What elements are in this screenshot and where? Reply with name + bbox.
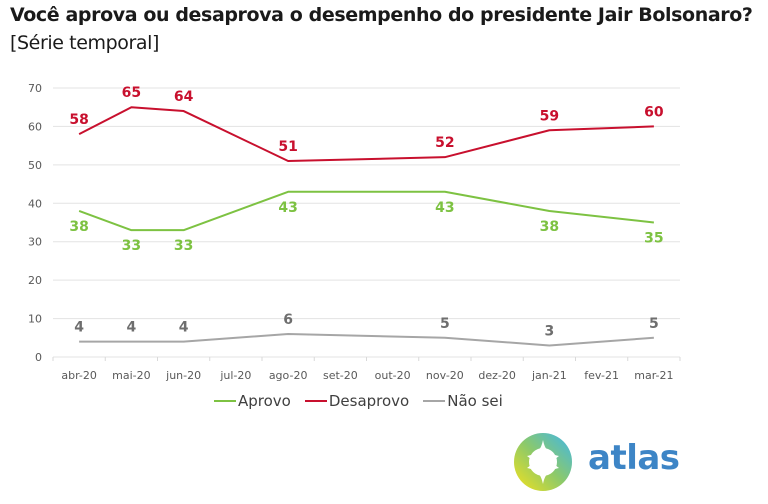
data-label: 60 bbox=[644, 104, 664, 120]
legend: Aprovo Desaprovo Não sei bbox=[214, 392, 503, 410]
x-tick-label: dez-20 bbox=[478, 369, 516, 382]
data-label: 43 bbox=[435, 200, 454, 216]
data-label: 3 bbox=[545, 323, 555, 339]
x-tick-label: abr-20 bbox=[61, 369, 97, 382]
y-tick-label: 30 bbox=[28, 236, 42, 249]
legend-line-icon bbox=[423, 400, 446, 402]
data-label: 43 bbox=[278, 200, 297, 216]
series-lines bbox=[78, 106, 654, 347]
data-label: 59 bbox=[540, 108, 559, 124]
data-label: 38 bbox=[69, 219, 88, 235]
data-label: 38 bbox=[540, 219, 559, 235]
data-label: 35 bbox=[644, 231, 663, 247]
y-tick-label: 50 bbox=[28, 159, 42, 172]
x-tick-label: fev-21 bbox=[584, 369, 619, 382]
data-label: 5 bbox=[440, 316, 450, 332]
x-tick-label: nov-20 bbox=[426, 369, 464, 382]
data-label: 4 bbox=[127, 320, 137, 336]
data-label: 4 bbox=[74, 320, 84, 336]
data-label: 33 bbox=[174, 238, 193, 254]
y-tick-label: 40 bbox=[28, 197, 42, 210]
chart-subtitle: [Série temporal] bbox=[10, 32, 160, 54]
y-tick-label: 70 bbox=[28, 82, 42, 95]
x-tick-label: jun-20 bbox=[165, 369, 201, 382]
legend-item: Não sei bbox=[423, 392, 503, 410]
legend-line-icon bbox=[304, 400, 327, 402]
data-label: 65 bbox=[122, 85, 141, 101]
x-tick-label: jul-20 bbox=[219, 369, 251, 382]
data-label: 5 bbox=[649, 316, 659, 332]
legend-label: Não sei bbox=[447, 392, 503, 410]
brand-name: atlas bbox=[588, 438, 680, 478]
legend-item: Desaprovo bbox=[304, 392, 410, 410]
series-line-não-sei bbox=[79, 332, 654, 347]
legend-item: Aprovo bbox=[214, 392, 291, 410]
x-tick-label: mar-21 bbox=[634, 369, 673, 382]
series-line-aprovo bbox=[78, 190, 654, 232]
x-axis: abr-20 mai-20 jun-20 jul-20 ago-20 set-20 out-… bbox=[52, 357, 681, 382]
compass-logo-icon bbox=[514, 433, 572, 491]
x-tick-label: mai-20 bbox=[112, 369, 150, 382]
data-label: 6 bbox=[283, 312, 293, 328]
chart-title: Você aprova ou desaprova o desempenho do… bbox=[10, 4, 753, 26]
legend-label: Aprovo bbox=[238, 392, 291, 410]
data-label: 58 bbox=[69, 112, 88, 128]
data-label: 33 bbox=[122, 238, 141, 254]
legend-line-icon bbox=[214, 400, 236, 402]
x-tick-label: out-20 bbox=[375, 369, 411, 382]
x-tick-label: jan-21 bbox=[531, 369, 567, 382]
series-line-desaprovo bbox=[78, 106, 654, 163]
y-tick-label: 10 bbox=[28, 313, 42, 326]
legend-label: Desaprovo bbox=[328, 392, 410, 410]
y-tick-label: 20 bbox=[28, 274, 42, 287]
x-tick-label: ago-20 bbox=[269, 369, 308, 382]
data-label: 51 bbox=[278, 139, 297, 155]
data-label: 52 bbox=[435, 135, 454, 151]
x-tick-label: set-20 bbox=[323, 369, 358, 382]
data-label: 4 bbox=[179, 320, 189, 336]
y-axis-ticks: 0 10 20 30 40 50 60 70 bbox=[28, 82, 42, 364]
y-tick-label: 60 bbox=[28, 120, 42, 133]
data-label: 64 bbox=[174, 89, 194, 105]
y-tick-label: 0 bbox=[35, 351, 42, 364]
